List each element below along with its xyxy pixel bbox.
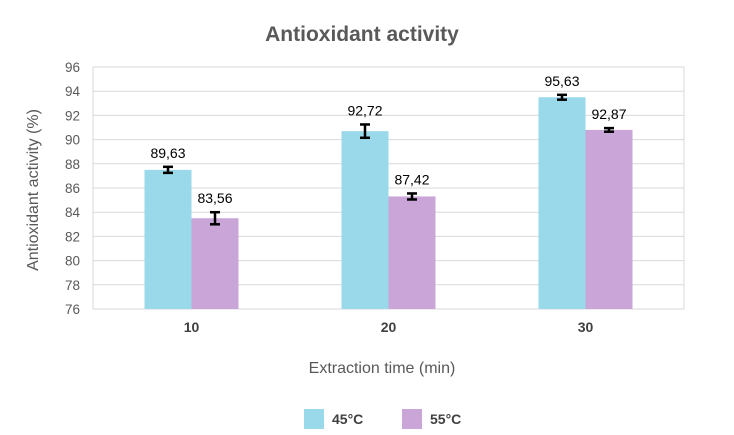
legend-label: 55°C xyxy=(430,411,461,427)
y-tick-label: 76 xyxy=(65,302,80,317)
y-axis-label: Antioxidant activity (%) xyxy=(25,109,42,271)
bar xyxy=(342,131,389,309)
data-label: 83,56 xyxy=(197,190,232,206)
bar xyxy=(192,218,239,309)
x-axis-ticks: 10 20 30 xyxy=(184,319,594,335)
legend-label: 45°C xyxy=(332,411,363,427)
x-tick-label: 30 xyxy=(578,319,594,335)
y-tick-label: 94 xyxy=(65,84,81,99)
y-tick-label: 80 xyxy=(65,254,80,269)
legend-swatch xyxy=(304,409,324,429)
y-tick-label: 92 xyxy=(65,108,80,123)
chart-title: Antioxidant activity xyxy=(265,23,459,46)
legend: 45°C 55°C xyxy=(304,409,461,429)
y-tick-label: 78 xyxy=(65,278,80,293)
data-label: 92,72 xyxy=(347,102,382,118)
x-axis-label: Extraction time (min) xyxy=(309,360,456,377)
y-tick-label: 96 xyxy=(65,60,80,75)
y-tick-label: 86 xyxy=(65,181,80,196)
x-tick-label: 20 xyxy=(381,319,397,335)
bar xyxy=(539,97,586,309)
y-tick-label: 88 xyxy=(65,157,80,172)
data-label: 95,63 xyxy=(544,73,579,89)
y-tick-label: 82 xyxy=(65,229,80,244)
y-axis-ticks: 96 94 92 90 88 86 84 82 80 78 76 xyxy=(65,60,81,317)
y-tick-label: 90 xyxy=(65,133,80,148)
legend-swatch xyxy=(402,409,422,429)
bar xyxy=(389,196,436,309)
data-label: 92,87 xyxy=(591,106,626,122)
y-tick-label: 84 xyxy=(65,205,81,220)
x-tick-label: 10 xyxy=(184,319,200,335)
bar xyxy=(145,170,192,309)
data-label: 89,63 xyxy=(150,145,185,161)
bar xyxy=(586,130,633,309)
data-label: 87,42 xyxy=(394,171,429,187)
